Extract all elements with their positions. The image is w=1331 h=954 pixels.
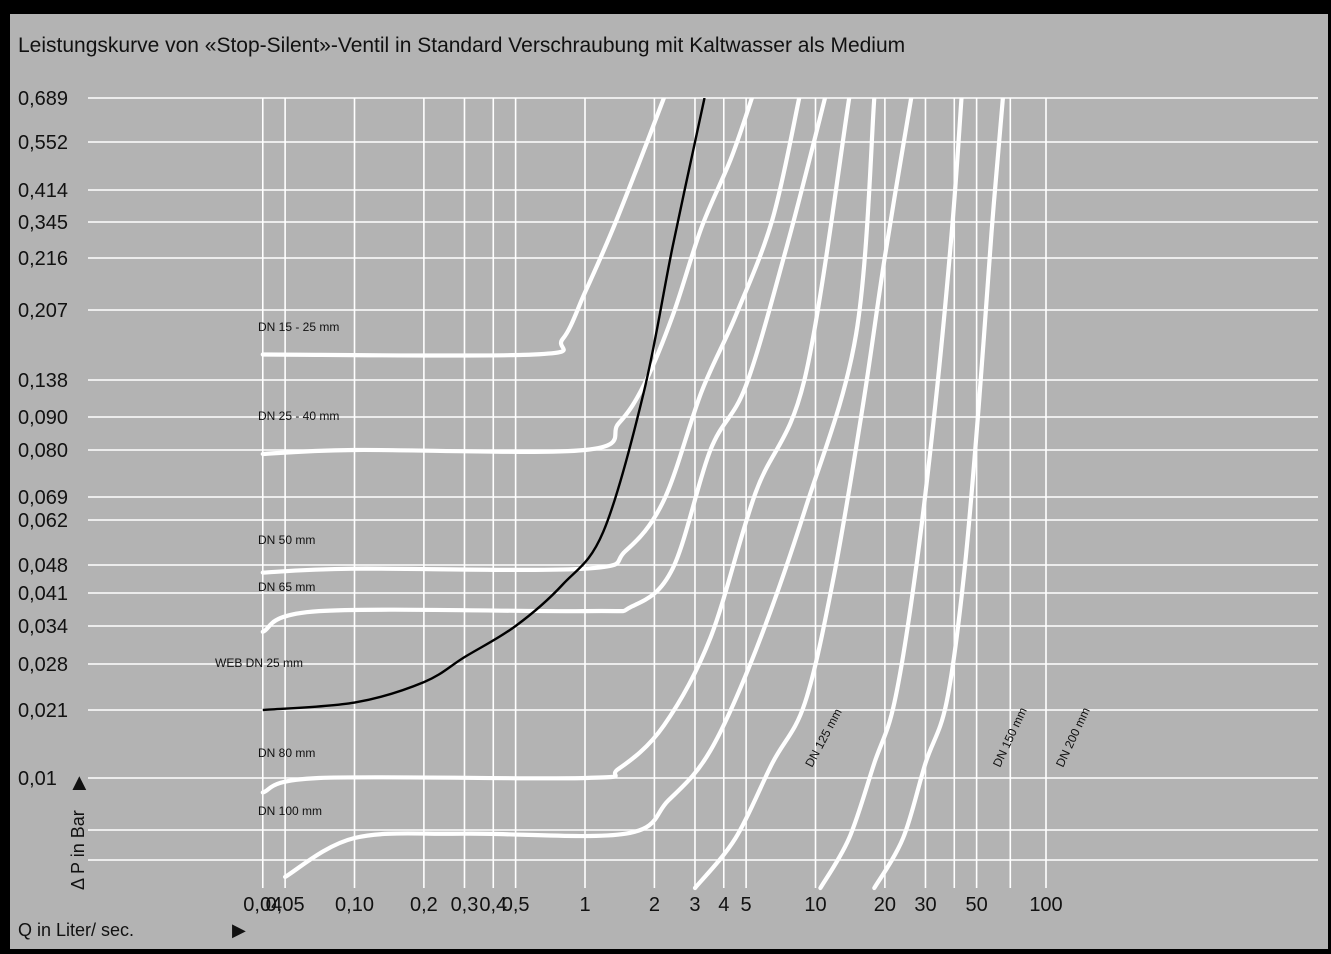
series-line-dn-15-25-mm (260, 98, 666, 358)
y-tick-labels: 0,689 0,552 0,414 0,345 0,216 0,207 0,138 0,090… (18, 88, 68, 790)
y-tick-label: 0,552 (18, 132, 68, 154)
series-label-dn-15-25-mm: DN 15 - 25 mm (258, 320, 339, 334)
y-tick-label: 0,216 (18, 248, 68, 270)
series-label-dn-50-mm: DN 50 mm (258, 533, 315, 547)
y-tick-label: 0,689 (18, 88, 68, 110)
y-tick-label: 0,01 (18, 768, 57, 790)
y-axis-label: Δ P in Bar (68, 810, 88, 890)
y-tick-label: 0,345 (18, 212, 68, 234)
x-tick-label: 0,04 (243, 894, 282, 916)
x-tick-label: 0,05 (266, 894, 305, 916)
series-line-dn-100-mm (283, 98, 877, 879)
x-tick-label: 2 (649, 894, 660, 916)
y-tick-label: 0,028 (18, 654, 68, 676)
x-axis-arrow: ▶ (232, 920, 246, 940)
series-line-dn-25-40-mm (260, 98, 754, 457)
series-line-dn-150-mm (818, 98, 964, 891)
x-tick-label: 0,3 (451, 894, 479, 916)
x-tick-labels: 0,040,05 0,10 0,2 0,3 0,40,5 1 2 3 4 5 10 20 30 50 100 (243, 894, 1062, 916)
x-tick-label: 0,2 (410, 894, 438, 916)
y-tick-label: 0,034 (18, 616, 68, 638)
grid (88, 97, 1318, 888)
x-tick-label: 0,10 (335, 894, 374, 916)
y-tick-label: 0,069 (18, 487, 68, 509)
x-tick-label: 3 (689, 894, 700, 916)
y-tick-label: 0,062 (18, 510, 68, 532)
series-line-dn-80-mm (260, 98, 852, 795)
series-line-dn-200-mm (872, 98, 1005, 891)
series-label-dn-65-mm: DN 65 mm (258, 580, 315, 594)
y-axis-arrow: ▶ (68, 776, 88, 790)
series-line-web-dn-25-mm (262, 98, 706, 712)
series-label-web-dn-25-mm: WEB DN 25 mm (215, 656, 303, 670)
series-layer (260, 98, 1005, 891)
y-tick-label: 0,048 (18, 555, 68, 577)
x-tick-label: 10 (804, 894, 826, 916)
x-axis-label-group: Q in Liter/ sec. ▶ (18, 920, 246, 940)
x-tick-label: 4 (718, 894, 729, 916)
x-axis-label: Q in Liter/ sec. (18, 920, 134, 940)
chart-title: Leistungskurve von «Stop-Silent»-Ventil … (18, 34, 905, 57)
x-tick-label: 30 (914, 894, 936, 916)
x-tick-label: 1 (579, 894, 590, 916)
x-tick-label: 100 (1029, 894, 1062, 916)
series-label-dn-80-mm: DN 80 mm (258, 746, 315, 760)
series-label-dn-25-40-mm: DN 25 - 40 mm (258, 409, 339, 423)
x-tick-label: 0,5 (502, 894, 530, 916)
x-tick-label: 20 (874, 894, 896, 916)
y-axis-label-group: Δ P in Bar ▶ (68, 776, 88, 890)
x-tick-label: 50 (965, 894, 987, 916)
y-tick-label: 0,090 (18, 407, 68, 429)
y-tick-label: 0,080 (18, 440, 68, 462)
series-line-dn-65-mm (260, 98, 828, 634)
series-line-dn-50-mm (260, 98, 802, 575)
y-tick-label: 0,021 (18, 700, 68, 722)
y-tick-label: 0,138 (18, 370, 68, 392)
y-tick-label: 0,414 (18, 180, 68, 202)
x-tick-label: 0,4 (479, 894, 507, 916)
series-label-dn-100-mm: DN 100 mm (258, 804, 322, 818)
series-line-dn-125-mm (692, 98, 914, 891)
chart-background (10, 14, 1328, 949)
x-tick-label: 5 (741, 894, 752, 916)
y-tick-label: 0,207 (18, 300, 68, 322)
y-tick-label: 0,041 (18, 583, 68, 605)
